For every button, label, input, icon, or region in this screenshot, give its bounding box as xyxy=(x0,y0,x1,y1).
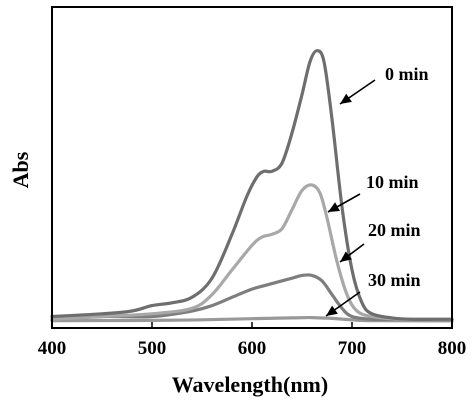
x-tick-label: 500 xyxy=(138,338,167,359)
annotation-arrow-head xyxy=(328,202,340,212)
x-tick-label: 600 xyxy=(238,338,267,359)
series-line-30-min xyxy=(50,315,454,323)
x-ticks: 400 500 600 700 800 xyxy=(38,322,467,359)
x-tick-label: 400 xyxy=(38,338,67,359)
annotation-arrow-head xyxy=(340,251,352,262)
annotation-arrow-head xyxy=(340,93,352,104)
series-line-20-min xyxy=(50,273,454,322)
y-axis-title: Abs xyxy=(8,151,33,188)
annotation-label-10-min: 10 min xyxy=(366,172,419,192)
annotation-arrow-head xyxy=(326,305,338,316)
annotations: 0 min 10 min 20 min 30 min xyxy=(325,64,429,317)
annotation-label-0-min: 0 min xyxy=(385,64,429,84)
x-axis-title: Wavelength(nm) xyxy=(172,372,328,397)
x-tick-label: 800 xyxy=(438,338,467,359)
annotation-label-30-min: 30 min xyxy=(368,270,421,290)
x-tick-label: 700 xyxy=(338,338,367,359)
annotation-label-20-min: 20 min xyxy=(368,220,421,240)
series-line-10-min xyxy=(50,183,454,322)
series-layer xyxy=(50,49,454,323)
series-line-0-min xyxy=(50,49,454,321)
